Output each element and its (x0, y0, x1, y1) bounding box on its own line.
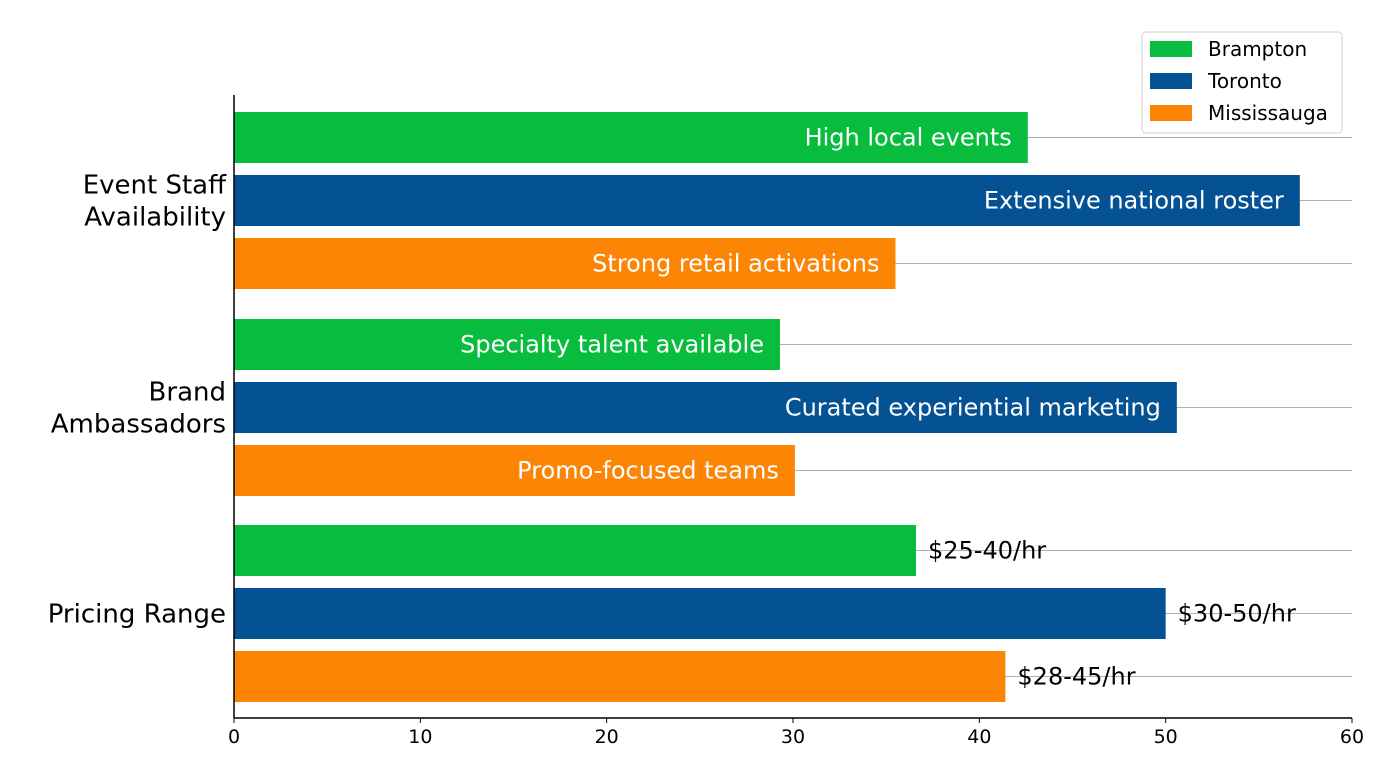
bar-label: $28-45/hr (1017, 663, 1135, 691)
bar-mississauga (234, 651, 1006, 702)
bar-label: Extensive national roster (984, 187, 1284, 215)
bar-label: $25-40/hr (928, 537, 1046, 565)
legend-swatch-toronto (1150, 73, 1192, 89)
bar-toronto (234, 175, 1300, 226)
bar-mississauga (234, 445, 795, 496)
x-tick-label: 20 (595, 726, 619, 748)
category-label: Availability (84, 203, 226, 233)
legend-label: Toronto (1207, 69, 1282, 93)
x-tick-label: 30 (781, 726, 805, 748)
bar-label: $30-50/hr (1178, 600, 1296, 628)
bar-brampton (234, 319, 780, 370)
legend-swatch-mississauga (1150, 105, 1192, 121)
legend-label: Mississauga (1208, 101, 1328, 125)
bar-label: Strong retail activations (592, 250, 879, 278)
x-tick-label: 50 (1154, 726, 1178, 748)
category-label: Pricing Range (48, 600, 226, 630)
x-tick-label: 0 (228, 726, 240, 748)
bar-toronto (234, 588, 1166, 639)
category-label: Ambassadors (51, 410, 226, 440)
bar-label: Curated experiential marketing (785, 394, 1161, 422)
legend-label: Brampton (1208, 37, 1307, 61)
bar-label: Promo-focused teams (517, 457, 779, 485)
legend-swatch-brampton (1150, 41, 1192, 57)
bar-label: Specialty talent available (460, 331, 764, 359)
bar-brampton (234, 525, 916, 576)
bar-mississauga (234, 238, 896, 289)
bar-brampton (234, 112, 1028, 163)
x-tick-label: 10 (408, 726, 432, 748)
x-tick-label: 40 (967, 726, 991, 748)
bar-toronto (234, 382, 1177, 433)
x-tick-label: 60 (1340, 726, 1364, 748)
category-label: Brand (149, 378, 226, 408)
category-label: Event Staff (83, 171, 227, 201)
bar-label: High local events (805, 124, 1012, 152)
